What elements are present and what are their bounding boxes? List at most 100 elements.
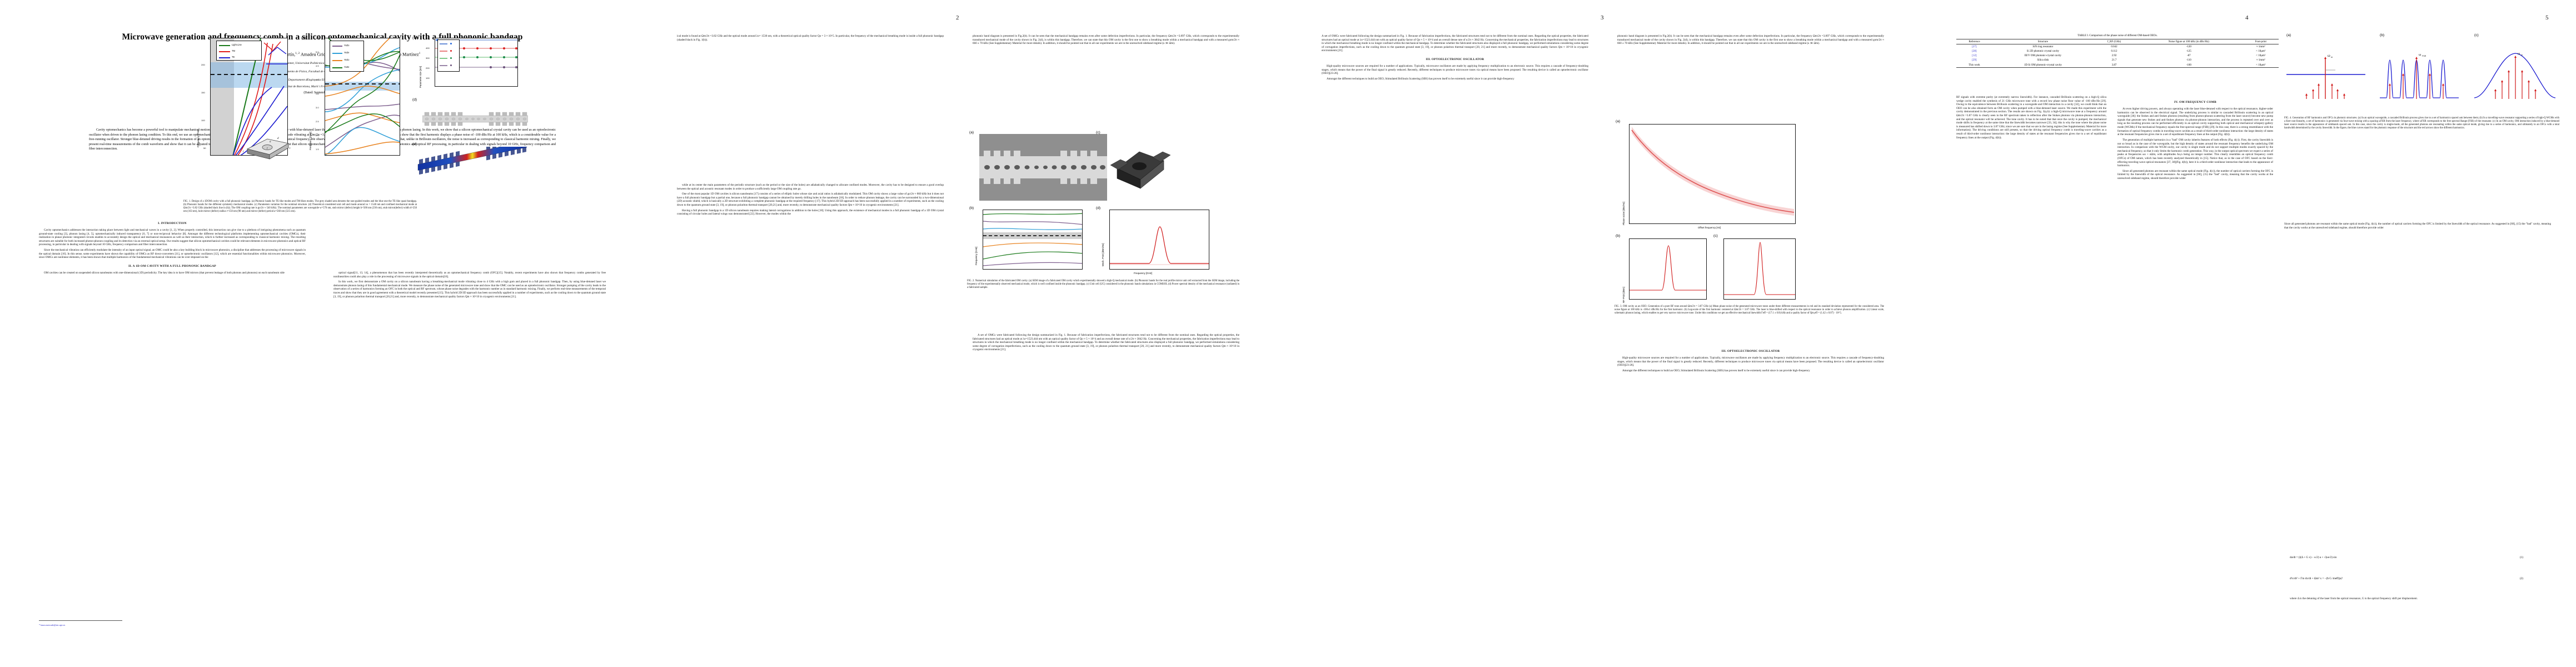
figure-3-panel-a-xlabel: Offset frequency [Hz] bbox=[1698, 226, 1721, 229]
figure-4-panel-a-plot: ω m bbox=[2286, 54, 2365, 99]
figure-3-panel-b-ylabel: RF PSD [dBm] bbox=[1622, 287, 1625, 303]
legend-swatch bbox=[332, 53, 342, 54]
table-cell: [29] bbox=[1972, 59, 1977, 62]
section-heading-cavity: II. A 1D OM CAVITY WITH A FULL PHONONIC … bbox=[128, 264, 216, 268]
figure-3-panel-b-label: (b) bbox=[1616, 234, 1621, 238]
figure-2-panel-b-ylabel: Frequency [GHz] bbox=[975, 246, 978, 265]
table-row: This work 1D Si OM photonic-crystal cavi… bbox=[1956, 63, 2279, 68]
figure-2-panel-d-ylabel: Mech. PSD [dBm/Hz] bbox=[1102, 243, 1104, 266]
paragraph: phononic band diagram is presented in Fi… bbox=[1617, 34, 1884, 46]
table-cell: < 10μm² bbox=[2256, 54, 2266, 58]
figure-2-panel-c-label: (c) bbox=[1096, 131, 1100, 135]
table-header: Reference bbox=[1969, 40, 1980, 43]
paragraph: ical mode is found at Ωm/2π =3.82 GHz an… bbox=[677, 34, 944, 42]
figure-2-panel-b-axes bbox=[983, 210, 1083, 270]
page-number-right: 5 bbox=[2545, 14, 2549, 21]
table-cell: [28] bbox=[1972, 49, 1977, 53]
figure-3: (a) Phase noise [dBc/Hz] Offset frequenc… bbox=[1615, 120, 1887, 353]
equation-1-body: da/dt = (i(Δ + G x) − κ/2) a + √(κe/2) s… bbox=[2290, 556, 2337, 559]
affiliation-3b: Universitat de Barcelona, Martí i Franqu… bbox=[278, 84, 367, 88]
table-header: Noise figure at 100 kHz (in dBc/Hz) bbox=[2168, 40, 2209, 43]
figure-3-panel-c-label: (c) bbox=[1713, 234, 1718, 238]
legend-swatch bbox=[219, 45, 230, 46]
svg-text:ω: ω bbox=[2419, 53, 2421, 57]
legend-label: YoZo bbox=[344, 44, 350, 47]
figure-1-panel-d-label: (d) bbox=[412, 98, 417, 102]
page2-column-1-top: ical mode is found at Ωm/2π =3.82 GHz an… bbox=[677, 34, 944, 268]
table-cell: Si 2D photonic crystal cavity bbox=[2026, 49, 2059, 53]
legend-swatch bbox=[440, 65, 447, 66]
page1-column-2: optical signal[11, 13, 14], a phenomenon… bbox=[333, 271, 606, 638]
legend-swatch bbox=[440, 58, 447, 59]
table-cell: 2.92 bbox=[2111, 54, 2117, 58]
figure-1-panel-a-ylabel: Frequency [THz] bbox=[197, 129, 200, 147]
legend-dot bbox=[450, 57, 452, 59]
paragraph: Since the mechanical vibration can effic… bbox=[39, 248, 306, 260]
legend-label: YeZe bbox=[344, 51, 350, 54]
axis-tick: 2.5 bbox=[316, 120, 319, 123]
page-4: 4 TABLE I. Comparison of the phase noise… bbox=[1934, 0, 2576, 667]
page4-column-2: IV. OM FREQUENCY COMB At even higher dri… bbox=[2117, 96, 2273, 640]
equation-2-number: (2) bbox=[2519, 577, 2523, 580]
table-cell: < 10μm² bbox=[2256, 49, 2266, 53]
figure-1-panel-c-axes bbox=[435, 38, 518, 87]
table-cell: [27] bbox=[1972, 45, 1977, 48]
legend-swatch bbox=[440, 51, 447, 52]
equation-1: da/dt = (i(Δ + G x) − κ/2) a + √(κe/2) s… bbox=[2290, 556, 2523, 559]
figure-1-panel-b-ylabel: Frequency [GHz] bbox=[309, 131, 312, 150]
unit-cell-3d-render bbox=[1110, 151, 1171, 189]
table-cell: -87 bbox=[2186, 54, 2191, 58]
table-cell: 0.042 bbox=[2111, 45, 2117, 48]
axis-tick: 4.5 bbox=[316, 64, 319, 67]
paragraph: A set of OMCs were fabricated following … bbox=[1322, 34, 1588, 53]
svg-text:m: m bbox=[2331, 56, 2333, 58]
svg-text:t: t bbox=[290, 147, 291, 150]
page-2: 2 ical mode is found at Ωm/2π =3.82 GHz … bbox=[645, 0, 1289, 667]
paragraph: A set of OMCs were fabricated following … bbox=[973, 334, 1239, 352]
table-1: TABLE I. Comparison of the phase noise o… bbox=[1956, 34, 2279, 68]
table-cell: 1D Si OM photonic-crystal cavity bbox=[2024, 63, 2062, 67]
paragraph: phononic band diagram is presented in Fi… bbox=[973, 34, 1239, 46]
axis-tick: 2.0 bbox=[316, 134, 319, 137]
figure-2-panel-a-label: (a) bbox=[969, 131, 974, 135]
paragraph: optical signal[11, 13, 14], a phenomenon… bbox=[333, 271, 606, 278]
legend-dot bbox=[450, 43, 452, 44]
page-number: 4 bbox=[2245, 14, 2249, 21]
figure-1-caption: FIG. 1. Design of a 1DOM cavity with a f… bbox=[183, 200, 417, 213]
paragraph: High-quality microwave sources are requi… bbox=[1617, 356, 1884, 367]
axis-tick: 200 bbox=[426, 67, 430, 69]
paragraph: High-quality microwave sources are requi… bbox=[1322, 64, 1588, 76]
figure-3-panel-a-axes bbox=[1629, 124, 1796, 224]
legend-swatch bbox=[219, 57, 230, 58]
figure-2: (a) bbox=[967, 131, 1245, 364]
figure-4-panel-a-label: (a) bbox=[2286, 33, 2291, 37]
table-cell: This work bbox=[1969, 63, 1980, 67]
legend-label: TM bbox=[232, 49, 235, 52]
table-row: [12] III/V OM photonic-crystal cavity 2.… bbox=[1956, 54, 2279, 58]
svg-text:d: d bbox=[277, 137, 279, 140]
page1-column-1: I. INTRODUCTION Cavity optomechanics add… bbox=[39, 217, 306, 639]
table-row: [27] SiN ring resonator 0.042 -120 ≈ 1mm… bbox=[1956, 44, 2279, 49]
figure-1-panel-c-legend bbox=[437, 39, 460, 72]
paragraph: OM cavities can be created on suspended … bbox=[44, 271, 285, 275]
figure-1-panel-b-label: (b) bbox=[301, 36, 306, 40]
table-cell: 3.87 bbox=[2111, 63, 2117, 67]
table-cell: -110 bbox=[2186, 59, 2191, 62]
paragraph: One of the most popular 1D OM cavities i… bbox=[677, 192, 944, 207]
paragraph: At even higher driving powers, and alway… bbox=[2117, 107, 2273, 137]
page-3: 3 A set of OMCs were fabricated followin… bbox=[1289, 0, 1934, 667]
svg-text:a: a bbox=[270, 141, 271, 143]
footnote-rule bbox=[39, 620, 122, 621]
page2-column-2-body: A set of OMCs were fabricated following … bbox=[973, 334, 1239, 634]
paragraph: Since all generated photons are resonant… bbox=[2284, 222, 2551, 230]
table-cell: -100 bbox=[2186, 63, 2191, 67]
table-cell: 21.7 bbox=[2111, 59, 2117, 62]
table-cell: 0.112 bbox=[2111, 49, 2117, 53]
nanobeam-mode-profile bbox=[417, 147, 527, 175]
figure-4-panel-b-plot: ω FSR bbox=[2380, 53, 2459, 99]
svg-text:m: m bbox=[2521, 54, 2523, 56]
axis-tick: 100 bbox=[426, 77, 430, 79]
legend-swatch bbox=[440, 43, 447, 44]
page3-column-1: A set of OMCs were fabricated following … bbox=[1322, 34, 1588, 635]
page-number: 3 bbox=[1601, 14, 1604, 21]
